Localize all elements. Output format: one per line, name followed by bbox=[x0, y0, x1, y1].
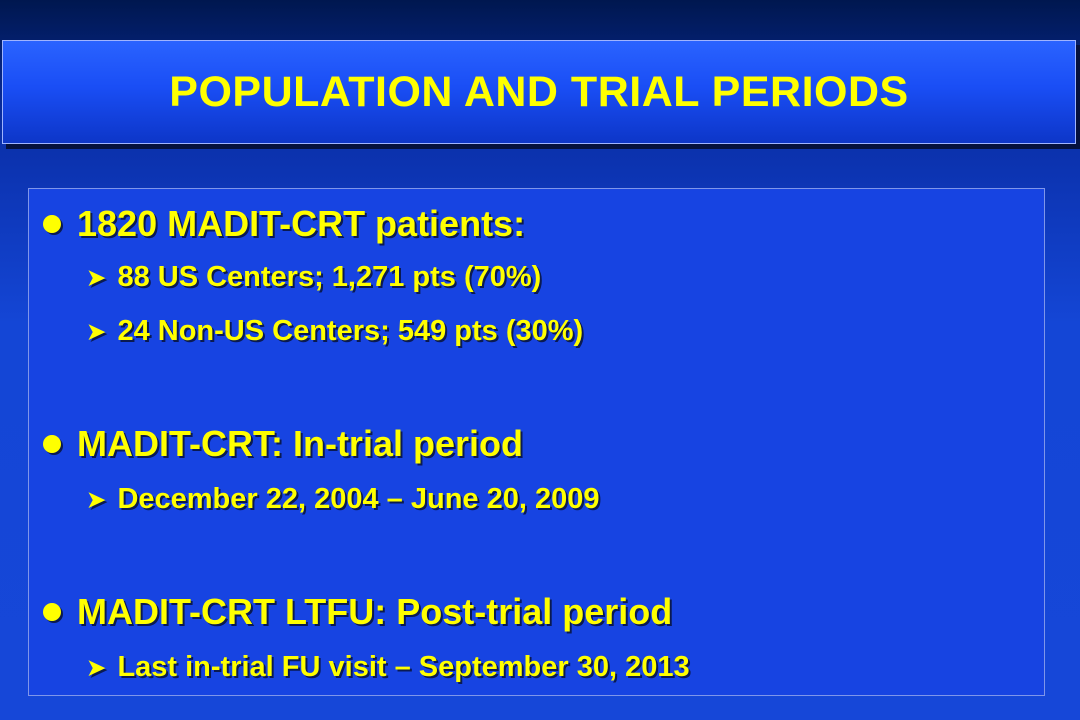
sub-bullet-text: 88 US Centers; 1,271 pts (70%) bbox=[117, 261, 542, 293]
round-bullet-icon bbox=[43, 435, 61, 453]
bullet-item: 1820 MADIT-CRT patients: bbox=[43, 203, 525, 245]
round-bullet-icon bbox=[43, 603, 61, 621]
arrow-bullet-icon: ➤ bbox=[87, 486, 106, 512]
sub-bullet-item: ➤ Last in-trial FU visit – September 30,… bbox=[87, 651, 690, 684]
sub-bullet-item: ➤ 24 Non-US Centers; 549 pts (30%) bbox=[87, 315, 583, 348]
sub-bullet-text: 24 Non-US Centers; 549 pts (30%) bbox=[117, 315, 584, 347]
sub-bullet-item: ➤ 88 US Centers; 1,271 pts (70%) bbox=[87, 261, 541, 294]
bullet-item: MADIT-CRT LTFU: Post-trial period bbox=[43, 591, 672, 633]
slide-title: POPULATION AND TRIAL PERIODS bbox=[169, 67, 909, 116]
sub-bullet-text: Last in-trial FU visit – September 30, 2… bbox=[117, 651, 690, 683]
arrow-bullet-icon: ➤ bbox=[87, 654, 106, 680]
bullet-item: MADIT-CRT: In-trial period bbox=[43, 423, 523, 465]
arrow-bullet-icon: ➤ bbox=[87, 318, 106, 344]
content-panel: 1820 MADIT-CRT patients: ➤ 88 US Centers… bbox=[28, 188, 1045, 696]
bullet-text: MADIT-CRT LTFU: Post-trial period bbox=[77, 591, 673, 632]
sub-bullet-text: December 22, 2004 – June 20, 2009 bbox=[117, 483, 600, 515]
arrow-bullet-icon: ➤ bbox=[87, 264, 106, 290]
round-bullet-icon bbox=[43, 215, 61, 233]
sub-bullet-item: ➤ December 22, 2004 – June 20, 2009 bbox=[87, 483, 600, 516]
title-bar: POPULATION AND TRIAL PERIODS bbox=[2, 40, 1076, 144]
bullet-text: 1820 MADIT-CRT patients: bbox=[77, 203, 526, 244]
bullet-text: MADIT-CRT: In-trial period bbox=[77, 423, 523, 464]
